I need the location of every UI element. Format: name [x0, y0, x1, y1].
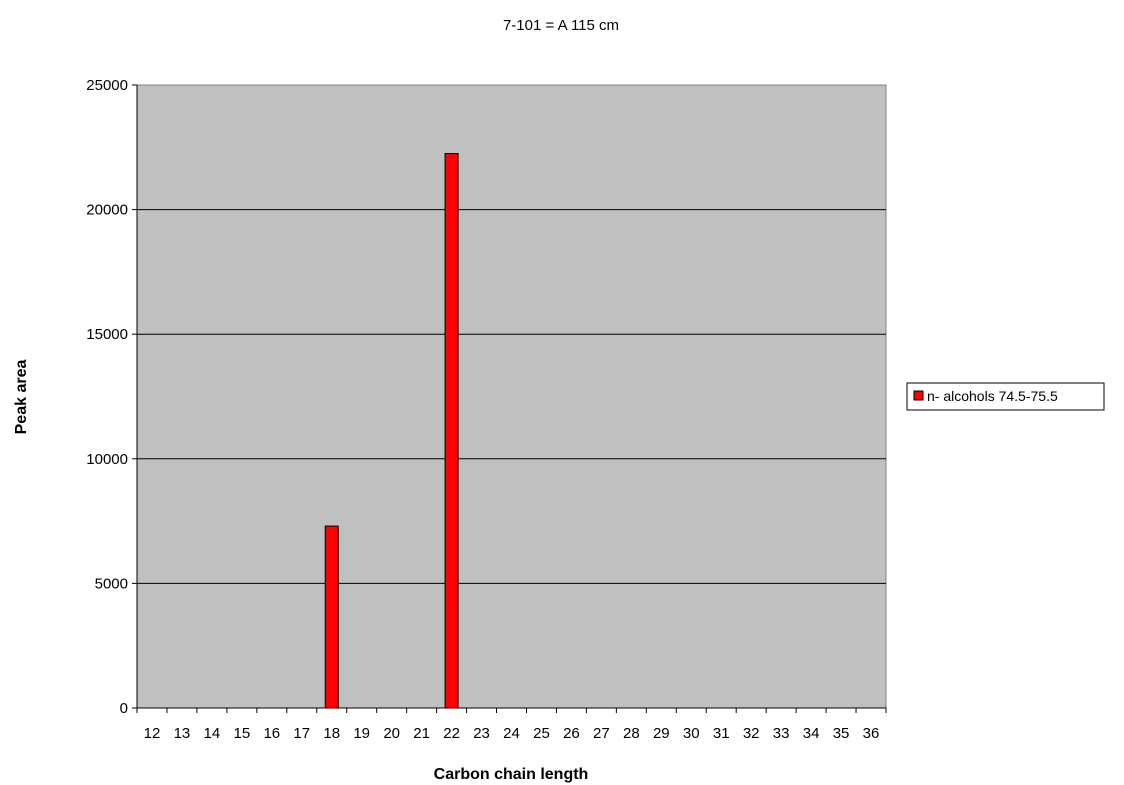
- x-tick-label: 27: [593, 725, 610, 742]
- y-tick-label: 20000: [86, 202, 128, 219]
- x-tick-label: 31: [713, 725, 730, 742]
- bars: [324, 153, 459, 709]
- gridlines: [137, 209, 886, 584]
- x-tick-label: 17: [293, 725, 310, 742]
- x-axis-ticks: 12 13 14 15 16 17 18 19 20 21 22 23 24 25 26 27 28 29 30 31…: [136, 708, 887, 742]
- legend-swatch: [913, 390, 924, 401]
- x-tick-label: 34: [803, 725, 820, 742]
- y-tick-label: 10000: [86, 451, 128, 468]
- x-tick-label: 29: [653, 725, 670, 742]
- y-tick-label: 0: [120, 700, 128, 717]
- y-tick-label: 15000: [86, 326, 128, 343]
- plot-area: [136, 84, 887, 709]
- legend: n- alcohols 74.5-75.5: [906, 382, 1105, 411]
- x-tick-label: 26: [563, 725, 580, 742]
- y-axis-ticks: 0 5000 10000 15000 20000 25000: [86, 77, 137, 717]
- x-axis-title: Carbon chain length: [434, 766, 589, 783]
- x-tick-label: 13: [174, 725, 191, 742]
- x-tick-label: 15: [234, 725, 251, 742]
- x-tick-label: 28: [623, 725, 640, 742]
- x-tick-label: 12: [144, 725, 161, 742]
- x-tick-label: 24: [503, 725, 520, 742]
- x-tick-label: 33: [773, 725, 790, 742]
- x-tick-label: 23: [473, 725, 490, 742]
- y-tick-label: 25000: [86, 77, 128, 94]
- x-tick-label: 25: [533, 725, 550, 742]
- x-tick-label: 32: [743, 725, 760, 742]
- x-tick-label: 16: [263, 725, 280, 742]
- bar-18: [324, 525, 339, 709]
- x-tick-label: 20: [383, 725, 400, 742]
- x-tick-label: 35: [833, 725, 850, 742]
- x-tick-label: 18: [323, 725, 340, 742]
- x-tick-label: 22: [443, 725, 460, 742]
- y-axis-title: Peak area: [13, 360, 30, 435]
- x-tick-label: 21: [413, 725, 430, 742]
- bar-22: [444, 153, 459, 709]
- legend-box: [906, 382, 1105, 411]
- x-tick-label: 19: [353, 725, 370, 742]
- x-tick-label: 30: [683, 725, 700, 742]
- y-tick-label: 5000: [95, 575, 128, 592]
- x-tick-label: 36: [863, 725, 880, 742]
- x-tick-label: 14: [204, 725, 221, 742]
- legend-label: n- alcohols 74.5-75.5: [927, 388, 1058, 404]
- chart-title: 7-101 = A 115 cm: [503, 17, 619, 34]
